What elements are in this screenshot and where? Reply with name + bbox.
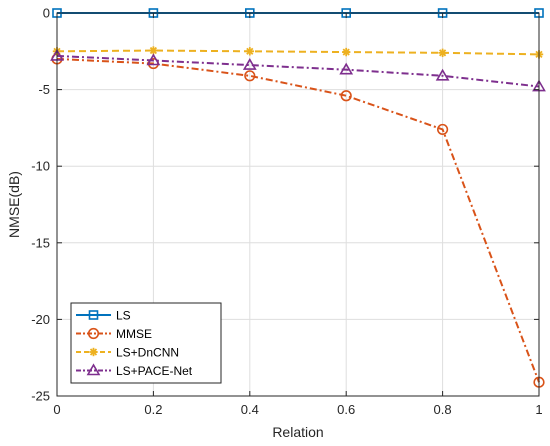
x-tick-label: 0: [53, 402, 60, 417]
data-point-ls-dncnn: [149, 46, 158, 55]
data-point-mmse: [437, 123, 449, 136]
series-line-mmse: [56, 57, 540, 383]
data-point-ls-pace-net: [242, 57, 257, 70]
legend-marker: [86, 363, 101, 376]
legend-marker: [88, 310, 99, 320]
data-point-ls-dncnn: [245, 47, 254, 56]
y-tick-label: 0: [43, 6, 50, 21]
y-tick-label: -5: [38, 82, 50, 97]
y-axis-label: NMSE(dB): [6, 171, 22, 238]
legend: LS MMSE LS+DnCNN LS+PACE-Net: [70, 302, 222, 384]
legend-label: LS+PACE-Net: [116, 364, 193, 378]
ticks: 0 0.2 0.4 0.6 0.8 1 0 -5 -10 -15 -20 -25: [31, 6, 542, 418]
y-tick-label: -15: [31, 235, 50, 250]
legend-label: LS: [116, 309, 131, 323]
legend-marker: [89, 347, 98, 357]
data-point-mmse: [340, 90, 352, 102]
data-point-ls-dncnn: [438, 48, 447, 58]
legend-item-ls: LS: [76, 309, 131, 323]
y-tick-label: -25: [31, 389, 50, 404]
x-axis-label: Relation: [272, 424, 323, 440]
data-point-ls-pace-net: [339, 62, 354, 75]
series-line-ls-pace-net: [56, 54, 540, 88]
x-tick-label: 0.4: [241, 402, 259, 417]
data-point-mmse: [244, 70, 256, 82]
legend-item-mmse: MMSE: [76, 327, 152, 341]
plot-frame: [56, 12, 540, 397]
x-tick-label: 1: [535, 402, 542, 417]
y-tick-label: -10: [31, 159, 50, 174]
x-tick-label: 0.8: [434, 402, 452, 417]
legend-label: LS+DnCNN: [116, 346, 179, 360]
series-ls-dncnn: [52, 46, 544, 59]
legend-marker: [87, 327, 100, 340]
series-line-ls-dncnn: [56, 49, 540, 56]
y-tick-label: -20: [31, 312, 50, 327]
x-tick-label: 0.2: [144, 402, 162, 417]
legend-item-ls-pace-net: LS+PACE-Net: [76, 363, 193, 378]
legend-label: MMSE: [116, 327, 152, 341]
legend-item-ls-dncnn: LS+DnCNN: [76, 346, 179, 360]
data-point-ls-dncnn: [342, 47, 351, 57]
grid: [56, 12, 540, 397]
series-ls-pace-net: [50, 48, 546, 92]
x-tick-label: 0.6: [337, 402, 355, 417]
data-point-ls-pace-net: [435, 68, 450, 81]
data-point-ls-pace-net: [146, 53, 161, 66]
